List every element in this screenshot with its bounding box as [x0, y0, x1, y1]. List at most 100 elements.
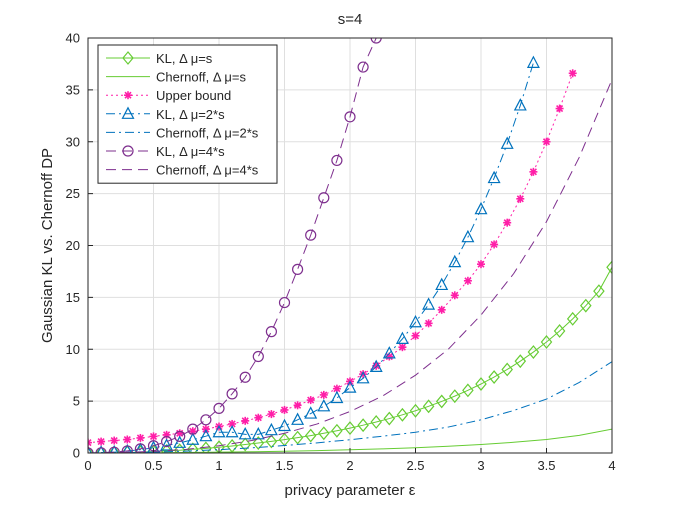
legend-entry: Chernoff, Δ μ=s [106, 70, 247, 85]
data-point [370, 415, 382, 429]
marker-stroke [385, 352, 393, 361]
data-point [529, 167, 538, 176]
data-point [291, 430, 304, 445]
marker-stroke [110, 436, 118, 445]
data-point [409, 314, 422, 328]
data-point [291, 412, 305, 425]
data-point [382, 346, 396, 359]
legend-entry: KL, Δ μ=4*s [106, 144, 225, 159]
legend-entry: KL, Δ μ=s [106, 51, 213, 66]
y-tick-label: 0 [73, 446, 80, 461]
x-tick-label: 2.5 [406, 458, 424, 473]
marker-stroke [254, 414, 262, 422]
data-point [134, 443, 146, 453]
data-point [186, 432, 200, 445]
series-5 [88, 361, 612, 453]
legend-entry: Chernoff, Δ μ=4*s [106, 163, 259, 178]
data-point [267, 410, 276, 419]
data-point [514, 354, 527, 369]
marker-stroke [503, 219, 511, 227]
chart-title: s=4 [338, 11, 363, 28]
marker-stroke [451, 291, 459, 299]
data-point [566, 311, 579, 326]
marker-stroke [411, 332, 420, 340]
data-point [526, 55, 540, 69]
data-point [265, 326, 277, 338]
y-tick-label: 20 [66, 238, 80, 253]
data-point [449, 389, 461, 404]
data-point [396, 407, 409, 422]
data-point [252, 436, 265, 450]
marker-stroke [464, 277, 472, 285]
data-point [395, 331, 409, 344]
data-point [501, 362, 513, 377]
data-point [437, 305, 446, 314]
data-point [555, 104, 564, 113]
data-point [95, 445, 107, 453]
data-point [487, 170, 501, 184]
data-point [306, 396, 315, 405]
y-tick-label: 10 [66, 342, 80, 357]
data-point [516, 194, 525, 203]
data-point [97, 437, 106, 446]
data-point [540, 335, 553, 349]
series-7 [88, 79, 612, 453]
data-point [448, 254, 462, 268]
data-point [136, 433, 145, 442]
data-point [424, 319, 433, 328]
data-point [500, 136, 514, 149]
legend-label: Upper bound [156, 88, 231, 103]
data-point [343, 380, 357, 393]
data-point [109, 444, 119, 453]
legend-marker [124, 91, 132, 100]
data-point [318, 426, 330, 441]
data-point [331, 423, 343, 438]
data-point [450, 291, 459, 300]
marker-stroke [241, 417, 249, 425]
data-point [213, 402, 225, 414]
marker-stroke [542, 138, 551, 146]
data-point [606, 260, 612, 275]
data-point [173, 435, 187, 448]
data-point [593, 284, 605, 299]
x-tick-label: 4 [608, 458, 615, 473]
data-point [461, 229, 475, 243]
data-point [422, 399, 435, 414]
data-point [422, 297, 436, 310]
legend-marker [122, 145, 134, 157]
y-tick-label: 30 [66, 134, 80, 149]
data-point [187, 442, 199, 453]
series-line [88, 62, 534, 453]
legend: KL, Δ μ=s Chernoff, Δ μ=s Upper bound KL, Δ… [97, 44, 278, 184]
data-point [580, 298, 592, 313]
y-tick-label: 35 [66, 82, 80, 97]
data-point [475, 377, 487, 391]
data-point [149, 432, 158, 441]
data-point [264, 422, 278, 436]
data-point [123, 435, 132, 444]
legend-label: Chernoff, Δ μ=4*s [156, 163, 259, 178]
marker-stroke [490, 240, 498, 249]
marker-stroke [320, 391, 328, 399]
data-point [344, 421, 356, 436]
data-point [226, 388, 238, 400]
data-point [319, 390, 328, 399]
data-point [108, 445, 120, 453]
marker-stroke [88, 441, 92, 447]
marker-stroke [307, 396, 315, 404]
data-point [477, 260, 485, 269]
marker-stroke [136, 434, 144, 442]
data-point [280, 405, 289, 414]
data-point [88, 445, 92, 453]
data-point [88, 446, 94, 453]
x-tick-label: 3.5 [537, 458, 555, 473]
x-tick-label: 2 [346, 458, 353, 473]
series-layer [88, 38, 612, 453]
legend-label: KL, Δ μ=s [156, 51, 213, 66]
data-point [239, 371, 251, 383]
marker-stroke [97, 438, 105, 446]
data-point [356, 371, 370, 384]
y-tick-label: 25 [66, 186, 80, 201]
legend-entry: Chernoff, Δ μ=2*s [106, 125, 259, 140]
